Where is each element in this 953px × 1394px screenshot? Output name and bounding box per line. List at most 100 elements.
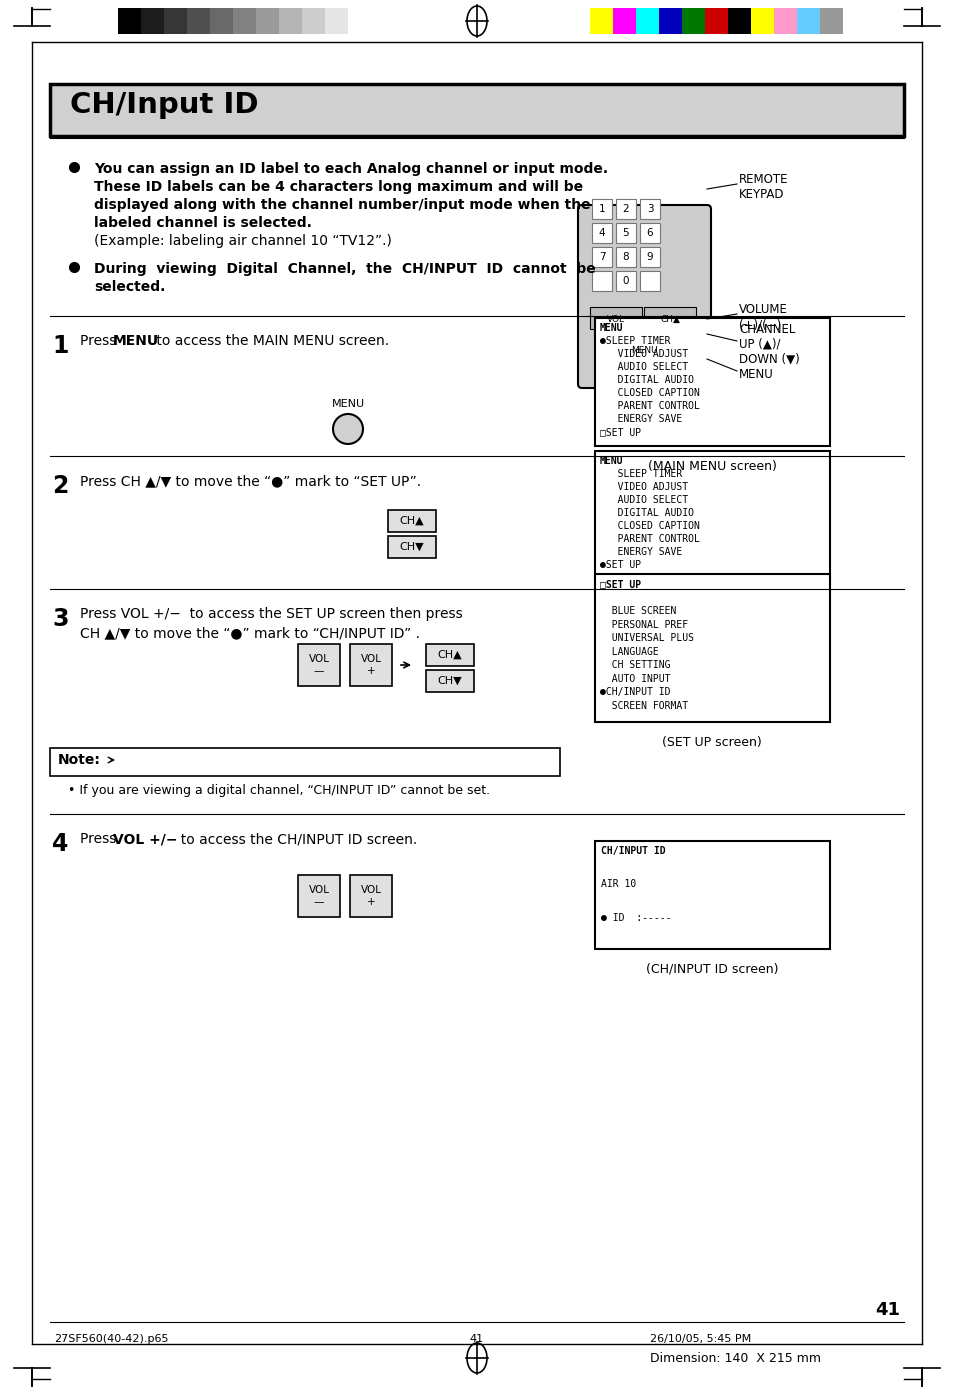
Text: ENERGY SAVE: ENERGY SAVE — [599, 546, 681, 558]
Text: CH ▲/▼ to move the “●” mark to “CH/INPUT ID” .: CH ▲/▼ to move the “●” mark to “CH/INPUT… — [80, 626, 419, 640]
Text: (Example: labeling air channel 10 “TV12”.): (Example: labeling air channel 10 “TV12”… — [94, 234, 392, 248]
Bar — [616, 199, 636, 219]
Text: VOLUME
(+)/(−): VOLUME (+)/(−) — [739, 302, 787, 330]
Bar — [255, 8, 278, 33]
Text: 7: 7 — [598, 252, 604, 262]
Text: VOL
—: VOL — — [308, 654, 329, 676]
Text: VOL
—: VOL — — [308, 885, 329, 907]
Text: CHANNEL
UP (▲)/
DOWN (▼): CHANNEL UP (▲)/ DOWN (▼) — [739, 322, 799, 365]
Text: 4: 4 — [598, 229, 604, 238]
Bar — [118, 8, 141, 33]
Text: UNIVERSAL PLUS: UNIVERSAL PLUS — [599, 633, 693, 643]
Text: MENU: MENU — [331, 399, 364, 408]
Text: AUDIO SELECT: AUDIO SELECT — [599, 362, 687, 372]
Text: (SET UP screen): (SET UP screen) — [661, 736, 761, 749]
Text: 8: 8 — [622, 252, 629, 262]
Text: 2: 2 — [622, 204, 629, 215]
Text: BLUE SCREEN: BLUE SCREEN — [599, 606, 676, 616]
Text: ●SET UP: ●SET UP — [599, 560, 640, 570]
Text: 9: 9 — [646, 252, 653, 262]
Bar — [297, 644, 339, 686]
Text: CH/INPUT ID: CH/INPUT ID — [600, 846, 665, 856]
Text: 41: 41 — [874, 1301, 899, 1319]
Text: 26/10/05, 5:45 PM: 26/10/05, 5:45 PM — [649, 1334, 750, 1344]
Text: DIGITAL AUDIO: DIGITAL AUDIO — [599, 507, 693, 519]
Bar — [348, 8, 371, 33]
Text: CH▲: CH▲ — [399, 516, 424, 526]
Bar — [350, 644, 392, 686]
Text: 6: 6 — [646, 229, 653, 238]
Text: 41: 41 — [470, 1334, 483, 1344]
Bar — [773, 8, 796, 33]
Bar — [592, 270, 612, 291]
Text: to access the MAIN MENU screen.: to access the MAIN MENU screen. — [152, 335, 389, 348]
Text: REMOTE
KEYPAD: REMOTE KEYPAD — [739, 173, 788, 201]
Text: AUTO INPUT: AUTO INPUT — [599, 673, 670, 683]
Bar — [681, 8, 704, 33]
Text: VIDEO ADJUST: VIDEO ADJUST — [599, 482, 687, 492]
Text: (CH/INPUT ID screen): (CH/INPUT ID screen) — [645, 963, 778, 976]
Text: VOL
+: VOL + — [360, 654, 381, 676]
Text: 0: 0 — [622, 276, 629, 286]
Bar — [50, 84, 903, 137]
Text: CH▼: CH▼ — [399, 542, 424, 552]
Text: to access the CH/INPUT ID screen.: to access the CH/INPUT ID screen. — [172, 832, 416, 846]
Text: □SET UP: □SET UP — [599, 427, 640, 436]
Bar — [750, 8, 773, 33]
Bar — [164, 8, 187, 33]
Text: CH▲: CH▲ — [437, 650, 462, 659]
Bar — [278, 8, 302, 33]
Text: MENU: MENU — [599, 456, 623, 466]
Text: PERSONAL PREF: PERSONAL PREF — [599, 619, 687, 630]
Bar — [388, 537, 436, 558]
Text: MENU: MENU — [599, 323, 623, 333]
Text: VIDEO ADJUST: VIDEO ADJUST — [599, 348, 687, 360]
Bar — [592, 223, 612, 243]
Bar — [616, 247, 636, 268]
Text: (MAIN MENU screen): (MAIN MENU screen) — [647, 460, 776, 473]
Bar — [639, 199, 659, 219]
Bar — [426, 644, 474, 666]
Text: SCREEN FORMAT: SCREEN FORMAT — [599, 701, 687, 711]
Text: DIGITAL AUDIO: DIGITAL AUDIO — [599, 375, 693, 385]
Bar — [426, 671, 474, 691]
Bar — [616, 270, 636, 291]
Text: Press: Press — [80, 335, 121, 348]
Text: Press CH ▲/▼ to move the “●” mark to “SET UP”.: Press CH ▲/▼ to move the “●” mark to “SE… — [80, 474, 420, 488]
Text: ENERGY SAVE: ENERGY SAVE — [599, 414, 681, 424]
Bar — [613, 8, 636, 33]
Text: 1: 1 — [52, 335, 69, 358]
Text: AIR 10: AIR 10 — [600, 880, 636, 889]
Bar — [233, 8, 255, 33]
Text: CH SETTING: CH SETTING — [599, 659, 670, 671]
Bar — [187, 8, 210, 33]
Bar — [595, 841, 829, 949]
Bar — [820, 8, 842, 33]
Text: CH▼: CH▼ — [437, 676, 462, 686]
Text: Note:: Note: — [58, 753, 101, 767]
Text: 2: 2 — [52, 474, 69, 498]
Text: Dimension: 140  X 215 mm: Dimension: 140 X 215 mm — [649, 1352, 821, 1365]
Text: LANGUAGE: LANGUAGE — [599, 647, 659, 657]
Bar — [595, 318, 829, 446]
Text: 5: 5 — [622, 229, 629, 238]
Bar — [636, 8, 659, 33]
Bar — [589, 307, 641, 329]
Bar — [388, 510, 436, 533]
Bar — [639, 247, 659, 268]
Bar — [643, 307, 696, 329]
Bar — [592, 247, 612, 268]
Text: VOL
+: VOL + — [360, 885, 381, 907]
Bar — [639, 223, 659, 243]
Text: CLOSED CAPTION: CLOSED CAPTION — [599, 521, 700, 531]
Text: 27SF560(40-42).p65: 27SF560(40-42).p65 — [54, 1334, 169, 1344]
Bar — [617, 339, 671, 360]
Text: • If you are viewing a digital channel, “CH/INPUT ID” cannot be set.: • If you are viewing a digital channel, … — [68, 783, 490, 797]
Bar — [796, 8, 820, 33]
Text: ●CH/INPUT ID: ●CH/INPUT ID — [599, 687, 670, 697]
Bar — [589, 8, 613, 33]
Text: □SET UP: □SET UP — [599, 579, 640, 590]
Bar — [595, 574, 829, 722]
Text: MENU: MENU — [112, 335, 159, 348]
Text: ●SLEEP TIMER: ●SLEEP TIMER — [599, 336, 670, 346]
